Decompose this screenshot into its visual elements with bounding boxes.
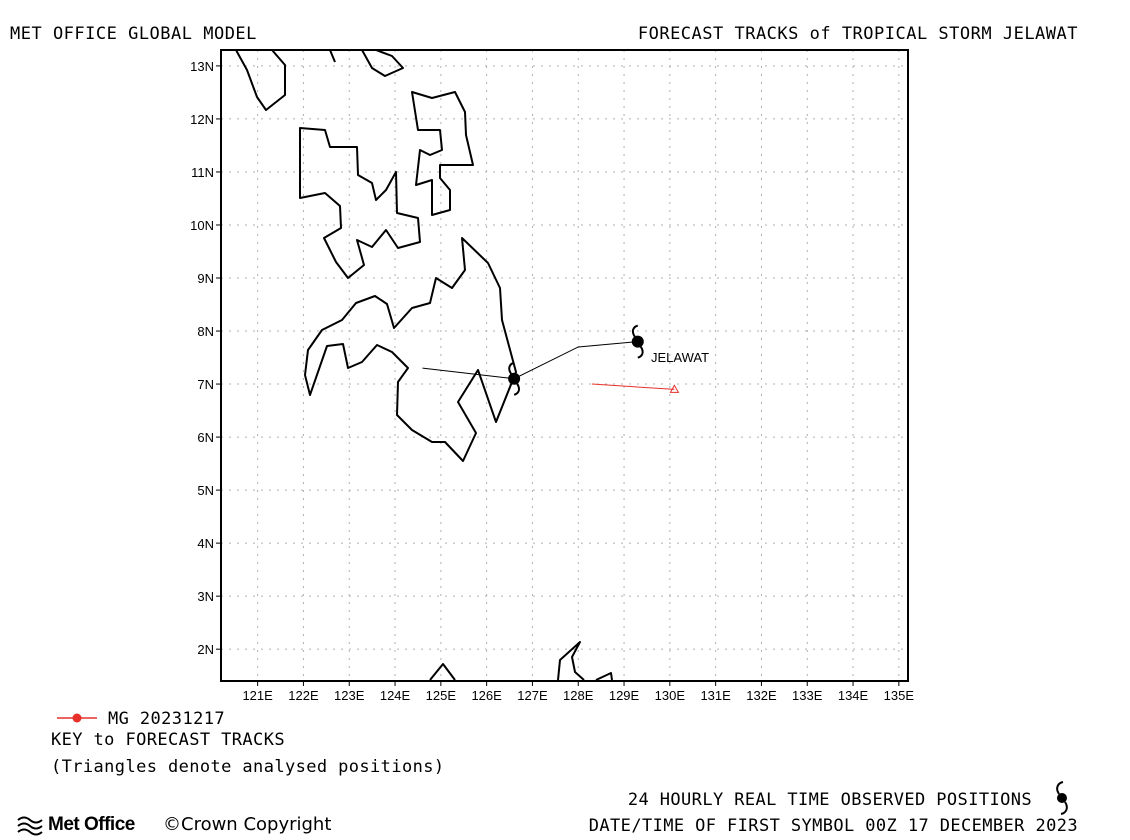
lat-tick-label: 12N: [190, 112, 214, 127]
met-office-logo: Met Office: [48, 814, 135, 835]
lon-tick-label: 125E: [426, 688, 457, 703]
lon-tick-label: 121E: [242, 688, 273, 703]
lat-tick-label: 5N: [197, 483, 214, 498]
legend-key-title: KEY to FORECAST TRACKS: [51, 730, 285, 750]
storm-symbol-icon: [508, 361, 521, 396]
chart-title: FORECAST TRACKS of TROPICAL STORM JELAWA…: [637, 24, 1078, 44]
axis-labels: 121E 122E 123E 124E 125E 126E 127E 128E 129E 130E…: [190, 59, 914, 703]
observed-position-symbol-icon: [1056, 781, 1068, 815]
observed-positions-note: 24 HOURLY REAL TIME OBSERVED POSITIONS: [627, 790, 1032, 810]
lat-tick-label: 3N: [197, 589, 214, 604]
observed-track-line: [422, 341, 638, 380]
legend-key-note: (Triangles denote analysed positions): [51, 757, 445, 777]
lat-tick-label: 11N: [191, 165, 214, 180]
lon-tick-label: 132E: [746, 688, 777, 703]
lat-tick-label: 7N: [197, 377, 214, 392]
lon-tick-label: 124E: [380, 688, 411, 703]
model-title: MET OFFICE GLOBAL MODEL: [10, 24, 257, 44]
map-grid: [221, 50, 908, 681]
lon-tick-label: 129E: [609, 688, 640, 703]
lat-tick-label: 10N: [190, 218, 214, 233]
lon-tick-label: 122E: [288, 688, 319, 703]
lon-tick-label: 135E: [884, 688, 915, 703]
lat-tick-label: 4N: [197, 536, 214, 551]
legend-line-icon: [57, 713, 97, 723]
legend-entry-label: MG 20231217: [108, 709, 225, 729]
lon-tick-label: 126E: [471, 688, 502, 703]
lon-tick-label: 131E: [700, 688, 731, 703]
copyright-notice: ©Crown Copyright: [163, 814, 332, 835]
lon-tick-label: 127E: [517, 688, 548, 703]
lon-tick-label: 123E: [334, 688, 365, 703]
storm-symbol-icon: [631, 324, 644, 359]
lat-tick-label: 8N: [197, 324, 214, 339]
storm-name-label: JELAWAT: [651, 350, 709, 365]
lon-tick-label: 133E: [792, 688, 823, 703]
storm-tracks: [422, 324, 680, 396]
lon-tick-label: 130E: [655, 688, 686, 703]
lon-tick-label: 128E: [563, 688, 594, 703]
coastlines: [235, 49, 613, 681]
first-symbol-datetime: DATE/TIME OF FIRST SYMBOL 00Z 17 DECEMBE…: [588, 816, 1078, 836]
lon-tick-label: 134E: [838, 688, 869, 703]
lat-tick-label: 9N: [197, 271, 214, 286]
lat-tick-label: 2N: [197, 642, 214, 657]
lat-tick-label: 6N: [197, 430, 214, 445]
map-frame: [220, 49, 909, 682]
met-office-logo-icon: [17, 816, 43, 836]
analysed-position-triangle: [669, 384, 680, 393]
forecast-track-line: [591, 383, 675, 390]
lat-tick-label: 13N: [190, 59, 214, 74]
